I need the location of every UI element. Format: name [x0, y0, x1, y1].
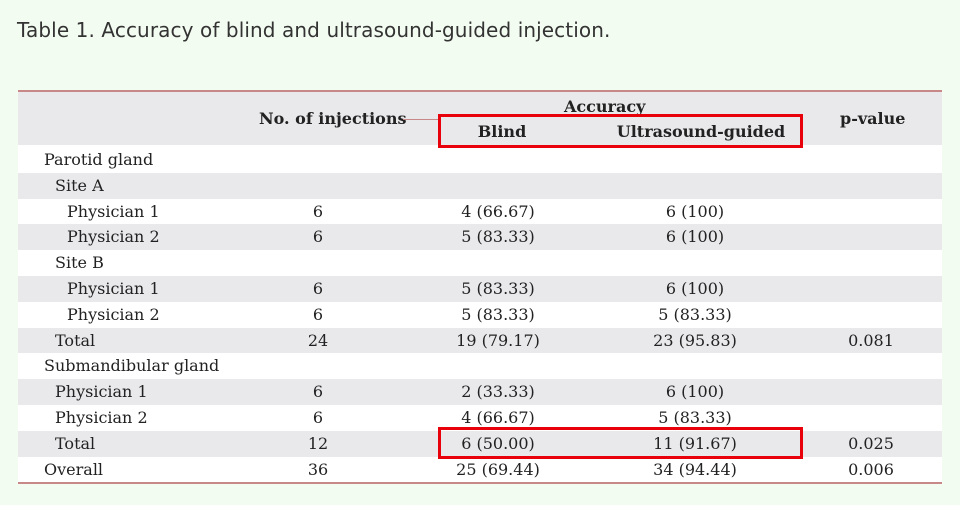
- cell-blind: 25 (69.44): [456, 459, 540, 479]
- cell-ultrasound: 34 (94.44): [653, 459, 737, 479]
- cell-pvalue: 0.025: [848, 433, 894, 453]
- row-label: Submandibular gland: [44, 356, 220, 376]
- cell-injections: 36: [307, 459, 329, 479]
- table-row: Physician 1 6 2 (33.33) 6 (100): [18, 379, 942, 405]
- cell-injections: 6: [312, 304, 324, 324]
- cell-blind: 5 (83.33): [461, 279, 535, 298]
- table-row: Total 24 19 (79.17) 23 (95.83) 0.081: [18, 327, 942, 354]
- cell-blind: 2 (33.33): [461, 382, 535, 402]
- row-label: Total: [55, 433, 96, 453]
- row-label: Physician 1: [67, 279, 160, 298]
- cell-ultrasound: 5 (83.33): [658, 304, 732, 324]
- cell-injections: 12: [307, 433, 329, 453]
- row-label: Physician 2: [67, 227, 160, 247]
- row-label: Physician 2: [67, 304, 160, 324]
- cell-ultrasound: 6 (100): [665, 382, 725, 402]
- row-label: Site A: [55, 175, 104, 195]
- cell-ultrasound: 23 (95.83): [653, 330, 737, 350]
- cell-ultrasound: 6 (100): [665, 279, 725, 298]
- cell-ultrasound: 5 (83.33): [658, 408, 732, 427]
- cell-ultrasound: 6 (100): [665, 227, 725, 247]
- table-row: Physician 2 6 5 (83.33) 5 (83.33): [18, 302, 942, 328]
- highlight-box-total: [438, 427, 803, 459]
- table-row: Submandibular gland: [18, 353, 942, 379]
- cell-injections: 6: [312, 279, 324, 298]
- cell-pvalue: 0.081: [848, 330, 894, 350]
- header-accuracy: Accuracy: [564, 97, 646, 116]
- table-row: Total 12 6 (50.00) 11 (91.67) 0.025: [18, 430, 942, 457]
- table-row: Physician 1 6 4 (66.67) 6 (100): [18, 199, 942, 225]
- row-label: Overall: [44, 459, 104, 479]
- cell-blind: 19 (79.17): [456, 330, 540, 350]
- cell-blind: 6 (50.00): [461, 433, 535, 453]
- highlight-box-header: [438, 114, 803, 148]
- header-pvalue: p-value: [840, 109, 906, 128]
- cell-blind: 4 (66.67): [461, 201, 535, 221]
- cell-ultrasound: 11 (91.67): [653, 433, 737, 453]
- accuracy-table: No. of injections Accuracy Blind Ultraso…: [18, 90, 942, 484]
- cell-injections: 6: [312, 201, 324, 221]
- row-label: Total: [55, 330, 96, 350]
- table-row: Site A: [18, 172, 942, 199]
- row-label: Physician 2: [55, 408, 148, 427]
- row-label: Site B: [55, 253, 104, 273]
- header-injections: No. of injections: [259, 109, 407, 128]
- table-row: Site B: [18, 250, 942, 276]
- header-dash-left: [403, 119, 441, 120]
- cell-blind: 4 (66.67): [461, 408, 535, 427]
- cell-blind: 5 (83.33): [461, 227, 535, 247]
- table-row: Physician 2 6 5 (83.33) 6 (100): [18, 224, 942, 251]
- cell-injections: 6: [312, 227, 324, 247]
- header-blind: Blind: [477, 122, 527, 141]
- row-label: Parotid gland: [44, 150, 154, 169]
- cell-injections: 6: [312, 408, 324, 427]
- table-row: Parotid gland: [18, 147, 942, 173]
- row-label: Physician 1: [67, 201, 160, 221]
- table-caption: Table 1. Accuracy of blind and ultrasoun…: [17, 18, 611, 42]
- cell-injections: 24: [307, 330, 329, 350]
- table-row: Physician 2 6 4 (66.67) 5 (83.33): [18, 405, 942, 431]
- cell-injections: 6: [312, 382, 324, 402]
- table-row: Physician 1 6 5 (83.33) 6 (100): [18, 276, 942, 302]
- header-ultrasound-guided: Ultrasound-guided: [616, 122, 786, 141]
- cell-ultrasound: 6 (100): [665, 201, 725, 221]
- table-row: Overall 36 25 (69.44) 34 (94.44) 0.006: [18, 457, 942, 483]
- row-label: Physician 1: [55, 382, 148, 402]
- cell-pvalue: 0.006: [848, 459, 894, 479]
- table-header: No. of injections Accuracy Blind Ultraso…: [18, 92, 942, 145]
- cell-blind: 5 (83.33): [461, 304, 535, 324]
